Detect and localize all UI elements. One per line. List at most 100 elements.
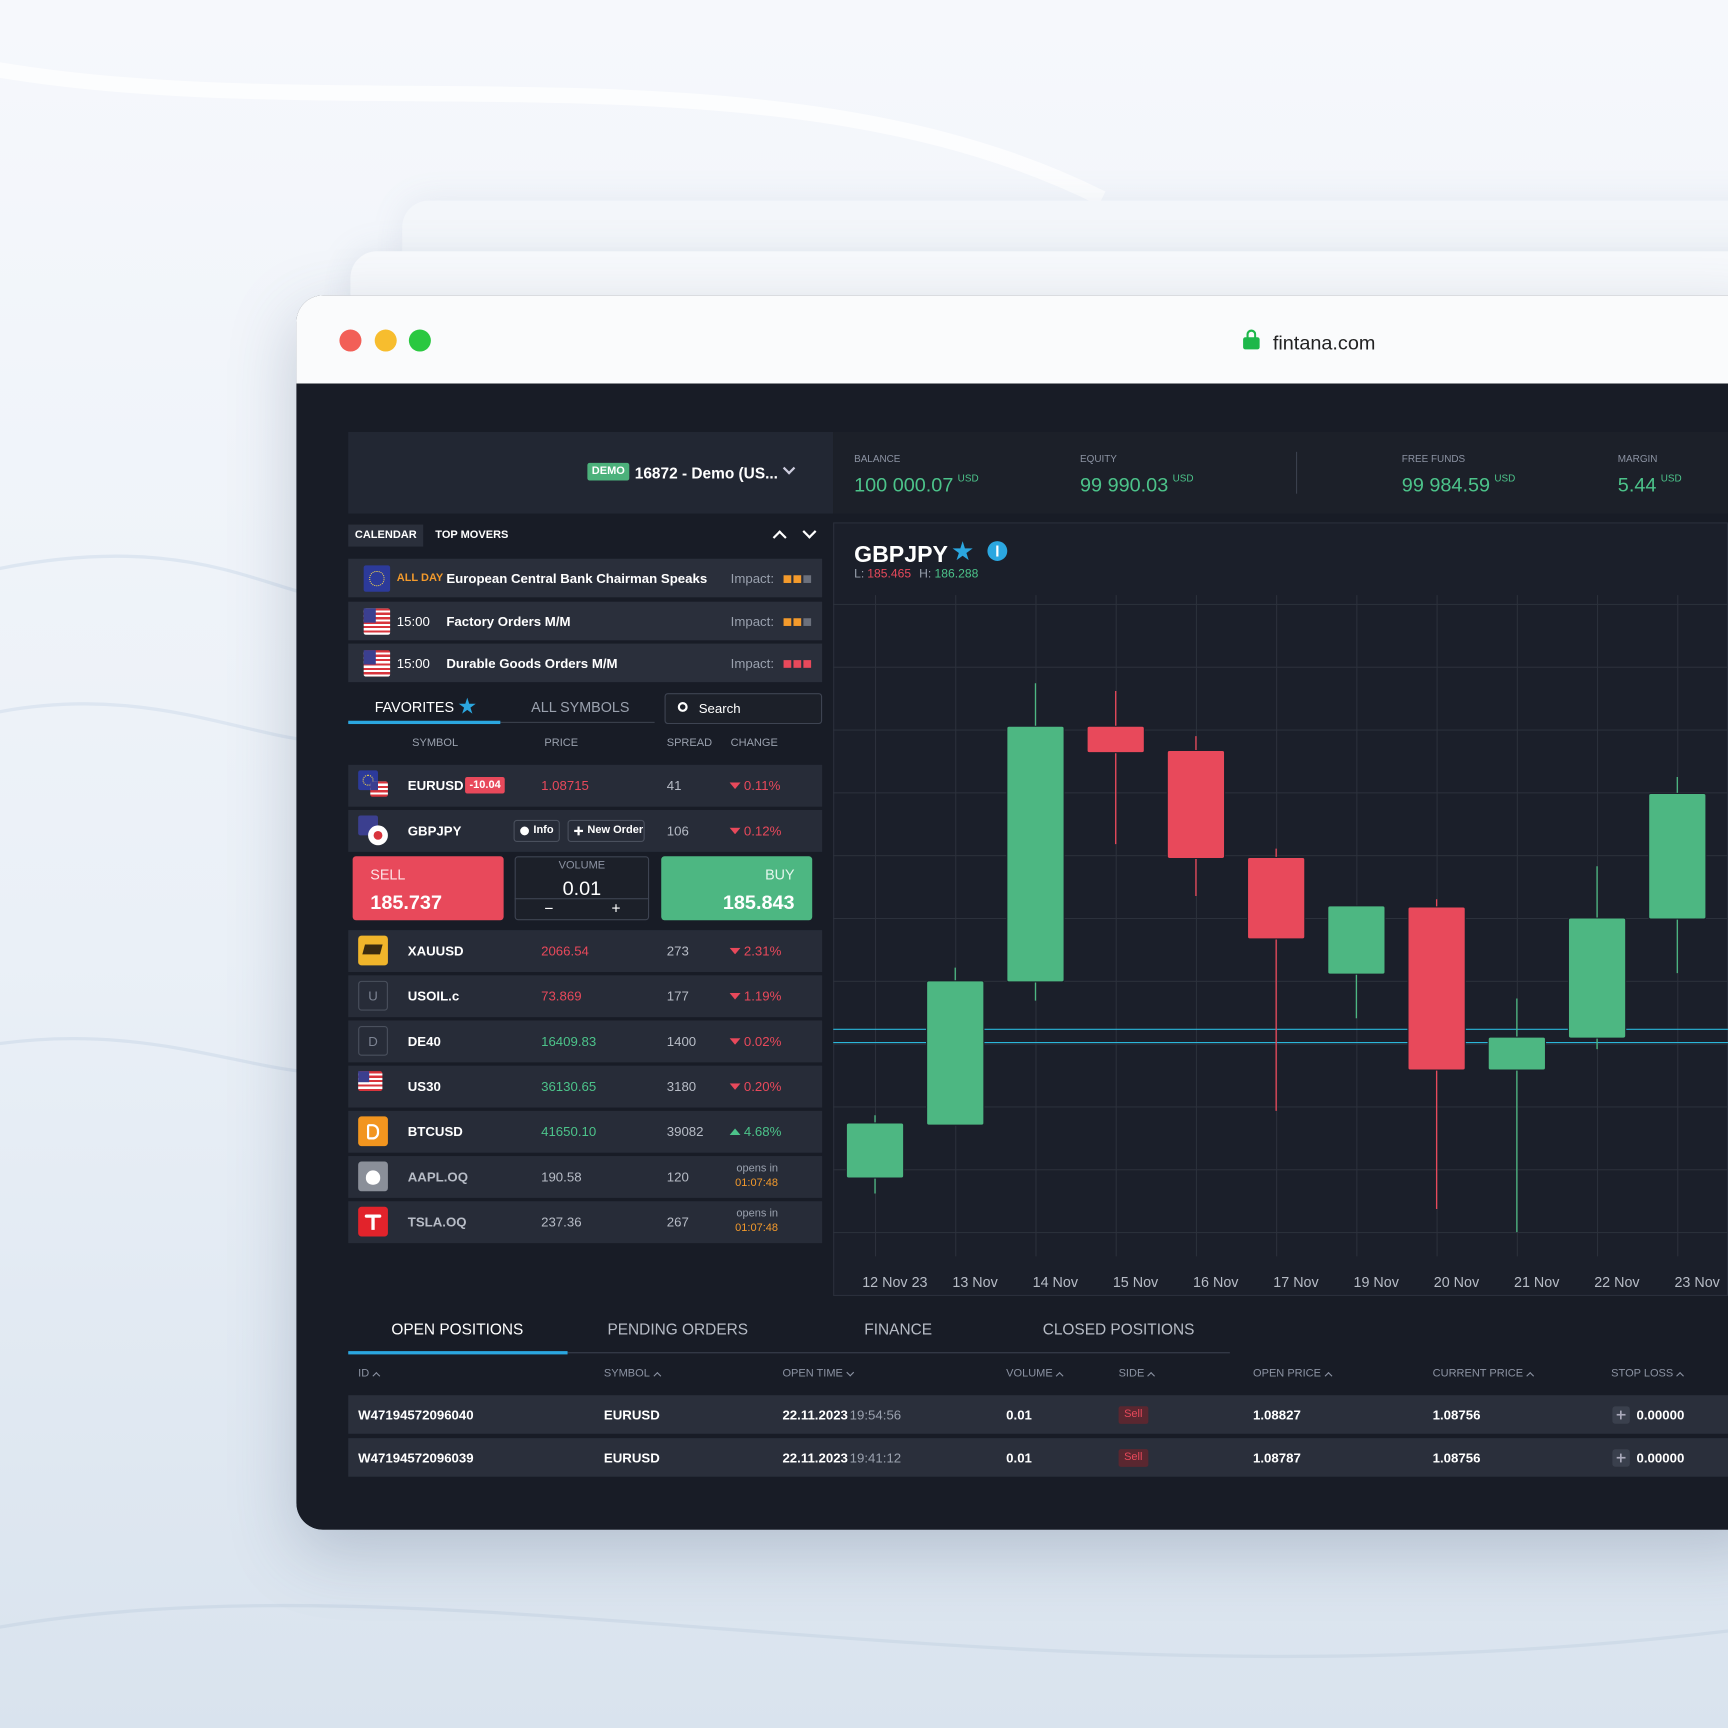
- symbol-row[interactable]: [348, 1156, 823, 1198]
- symbols-tab[interactable]: ALL SYMBOLS: [531, 698, 630, 716]
- row-button-label: New Order: [587, 824, 644, 837]
- symbol-name: BTCUSD: [407, 1124, 463, 1140]
- candle-body: [1166, 749, 1226, 860]
- symbol-name: TSLA.OQ: [407, 1214, 467, 1230]
- add-stop-loss[interactable]: [1612, 1406, 1630, 1424]
- row-button[interactable]: [513, 819, 560, 842]
- x-tick-label: 21 Nov: [1513, 1273, 1560, 1291]
- calendar-tab[interactable]: CALENDAR: [348, 524, 424, 547]
- positions-tab-rule: [348, 1352, 1230, 1354]
- range-low: 185.465: [867, 567, 912, 581]
- window-button[interactable]: [339, 329, 362, 352]
- tab-underline: [348, 720, 501, 725]
- volume-plus[interactable]: +: [611, 899, 621, 917]
- chart-title: GBPJPY: [854, 542, 948, 568]
- symbol-row[interactable]: [348, 1110, 823, 1153]
- impact-dot: [793, 575, 802, 583]
- positions-column[interactable]: SYMBOL: [603, 1367, 650, 1380]
- buy-button[interactable]: [661, 856, 813, 921]
- change: 0.12%: [743, 823, 782, 839]
- symbol-row[interactable]: [348, 1065, 823, 1108]
- x-tick-label: 17 Nov: [1273, 1273, 1319, 1291]
- column-header: CHANGE: [730, 737, 778, 750]
- lock-shackle: [1246, 329, 1257, 341]
- impact-dot: [783, 660, 792, 668]
- symbol-row[interactable]: [348, 975, 823, 1018]
- position-time: 19:54:56: [849, 1407, 902, 1423]
- positions-column[interactable]: OPEN TIME: [782, 1367, 843, 1380]
- positions-tab[interactable]: PENDING ORDERS: [607, 1320, 749, 1338]
- positions-column[interactable]: STOP LOSS: [1611, 1367, 1674, 1380]
- x-tick-label: 19 Nov: [1353, 1273, 1399, 1291]
- positions-tab[interactable]: FINANCE: [864, 1320, 933, 1338]
- positions-tab[interactable]: OPEN POSITIONS: [391, 1320, 524, 1338]
- window-button[interactable]: [408, 329, 431, 352]
- impact-dot: [783, 575, 792, 583]
- us-canton: [363, 650, 376, 665]
- eu-stars: [362, 774, 374, 786]
- positions-column[interactable]: ID: [358, 1367, 370, 1380]
- sell-button[interactable]: [352, 856, 504, 921]
- position-row[interactable]: [348, 1438, 1728, 1477]
- candle-body: [1327, 905, 1386, 975]
- positions-column[interactable]: SIDE: [1118, 1367, 1145, 1380]
- symbol-name: AAPL.OQ: [407, 1169, 469, 1185]
- positions-column[interactable]: VOLUME: [1006, 1367, 1053, 1380]
- event-row: [348, 558, 823, 598]
- stat-value: 99 984.59: [1401, 473, 1491, 496]
- symbols-tab[interactable]: FAVORITES: [374, 698, 455, 716]
- symbol-row[interactable]: [348, 764, 823, 807]
- candlestick-chart: [833, 683, 1728, 1233]
- add-stop-loss[interactable]: [1612, 1449, 1630, 1467]
- symbol-row[interactable]: [348, 1020, 823, 1063]
- symbol-row[interactable]: [348, 809, 823, 852]
- position-row[interactable]: [348, 1395, 1728, 1434]
- position-symbol: EURUSD: [603, 1407, 660, 1423]
- volume-rule: [514, 898, 650, 900]
- stat-unit: USD: [1494, 472, 1516, 484]
- spread: 120: [666, 1169, 689, 1185]
- candle-body: [1246, 856, 1306, 940]
- stat-label: BALANCE: [854, 452, 901, 464]
- trend-arrow: [729, 1128, 741, 1136]
- event-impact: Impact:: [730, 655, 775, 672]
- event-row: [348, 601, 823, 640]
- spread: 267: [666, 1214, 689, 1230]
- event-time: 15:00: [396, 613, 430, 629]
- positions-tab[interactable]: CLOSED POSITIONS: [1042, 1320, 1195, 1338]
- plus-icon: [574, 826, 583, 836]
- volume-minus[interactable]: −: [544, 899, 554, 917]
- spread: 177: [666, 988, 689, 1004]
- row-button[interactable]: [567, 819, 645, 842]
- btc-icon: [358, 1116, 388, 1147]
- event-title: Durable Goods Orders M/M: [446, 655, 618, 672]
- symbol-row[interactable]: [348, 1201, 823, 1244]
- buy-label: BUY: [765, 866, 795, 883]
- letter-icon: D: [358, 1025, 388, 1056]
- event-title: Factory Orders M/M: [446, 613, 571, 629]
- search-box[interactable]: [664, 693, 823, 725]
- trend-arrow: [729, 947, 741, 955]
- stat-label: FREE FUNDS: [1401, 452, 1466, 464]
- positions-column[interactable]: OPEN PRICE: [1253, 1367, 1322, 1380]
- us-flag: [363, 650, 391, 677]
- window-button[interactable]: [374, 329, 397, 352]
- x-tick-label: 13 Nov: [952, 1273, 998, 1291]
- position-open-price: 1.08787: [1253, 1450, 1301, 1466]
- gold-bar: [362, 944, 383, 955]
- calendar-tab[interactable]: TOP MOVERS: [435, 528, 509, 542]
- change: 0.20%: [743, 1078, 782, 1095]
- impact-dot: [793, 617, 802, 626]
- positions-column[interactable]: CURRENT PRICE: [1432, 1367, 1524, 1380]
- x-tick-label: 15 Nov: [1112, 1273, 1159, 1291]
- account-name[interactable]: 16872 - Demo (US...: [634, 463, 778, 482]
- candle-body: [845, 1122, 905, 1179]
- position-stop-loss: 0.00000: [1636, 1407, 1685, 1423]
- stat-value: 100 000.07: [854, 473, 954, 496]
- title-bar: [296, 295, 1728, 384]
- stat-value: 99 990.03: [1079, 473, 1169, 496]
- eu-stars: [369, 571, 385, 586]
- impact-dot: [803, 660, 812, 668]
- column-header: PRICE: [544, 737, 579, 750]
- symbol-row[interactable]: [348, 930, 823, 972]
